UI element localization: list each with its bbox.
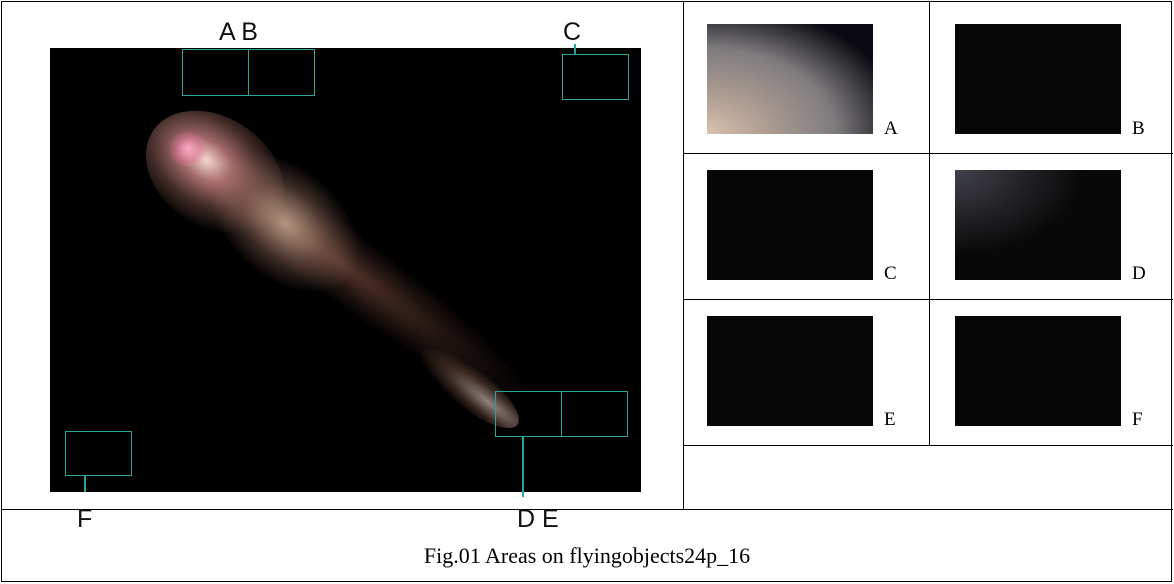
figure-caption: Fig.01 Areas on flyingobjects24p_16 xyxy=(423,543,751,568)
table-divider-thumbs xyxy=(929,1,930,445)
area-c-box xyxy=(562,54,629,100)
table-row-divider-3 xyxy=(683,445,1173,446)
thumbnail-a xyxy=(707,24,873,134)
table-row-divider-1 xyxy=(683,153,1173,154)
area-b-box xyxy=(248,49,315,96)
thumbnail-label-d: D xyxy=(1132,263,1146,284)
area-e-box xyxy=(561,391,628,437)
thumbnail-label-e: E xyxy=(884,409,896,430)
object-pink-spot xyxy=(168,132,208,166)
thumbnail-b xyxy=(955,24,1121,134)
label-a-b: A B xyxy=(219,18,258,46)
thumbnail-d xyxy=(955,170,1121,280)
area-f-box xyxy=(65,431,132,476)
area-f-leader xyxy=(84,476,86,492)
thumbnail-label-f: F xyxy=(1132,409,1143,430)
area-de-leader xyxy=(522,437,524,497)
area-d-box xyxy=(495,391,562,437)
label-f: F xyxy=(77,505,93,533)
flying-object-photo xyxy=(50,48,641,492)
thumbnail-c xyxy=(707,170,873,280)
area-c-leader xyxy=(574,44,576,54)
table-divider-main xyxy=(683,1,684,509)
label-c: C xyxy=(563,18,582,46)
area-a-box xyxy=(182,49,249,96)
label-d-e: D E xyxy=(517,505,559,533)
thumbnail-f xyxy=(955,316,1121,426)
thumbnail-label-b: B xyxy=(1132,118,1145,139)
thumbnail-label-a: A xyxy=(884,118,898,139)
thumbnail-label-c: C xyxy=(884,263,897,284)
table-caption-divider xyxy=(1,509,1173,510)
table-row-divider-2 xyxy=(683,299,1173,300)
thumbnail-e xyxy=(707,316,873,426)
